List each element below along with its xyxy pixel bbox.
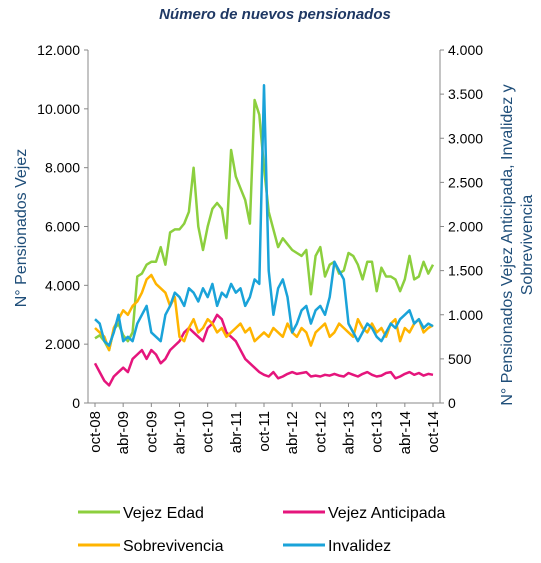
y2-tick-label: 3.000 (448, 130, 483, 146)
legend-label: Sobrevivencia (123, 538, 224, 555)
y-tick-label: 6.000 (45, 219, 80, 235)
x-tick-label: abr-11 (228, 411, 245, 453)
y2-tick-label: 1.000 (448, 307, 483, 323)
x-tick-label: oct-13 (369, 411, 386, 453)
y2-tick-label: 4.000 (448, 42, 483, 58)
x-tick-label: abr-13 (341, 411, 358, 454)
y-tick-label: 8.000 (45, 160, 80, 176)
series-line (94, 84, 434, 347)
series-line (93, 313, 434, 387)
chart-title: Número de nuevos pensionados (159, 6, 391, 23)
x-tick-label: oct-14 (425, 411, 442, 453)
series-line (94, 273, 434, 352)
y2-tick-label: 3.500 (448, 86, 483, 102)
y2-axis-label: Sobrevivencia (519, 195, 536, 296)
x-tick-label: abr-10 (172, 411, 189, 454)
y2-axis-label: N° Pensionados Vejez Anticipada, Invalid… (499, 84, 516, 405)
y-axis-label: N° Pensionados Vejez (13, 149, 30, 308)
y-tick-label: 0 (72, 395, 80, 411)
y2-tick-label: 2.500 (448, 174, 483, 190)
y2-tick-label: 1.500 (448, 263, 483, 279)
x-tick-label: abr-12 (284, 411, 301, 454)
x-tick-label: oct-10 (200, 411, 217, 453)
x-tick-label: oct-11 (256, 411, 273, 452)
y2-tick-label: 0 (448, 395, 456, 411)
series-line (94, 98, 435, 352)
legend-label: Invalidez (328, 538, 391, 555)
legend-label: Vejez Edad (123, 505, 204, 522)
x-tick-label: abr-14 (397, 411, 414, 454)
y-tick-label: 2.000 (45, 336, 80, 352)
y-tick-label: 12.000 (37, 42, 80, 58)
x-tick-label: abr-09 (115, 411, 132, 454)
x-tick-label: oct-08 (87, 411, 104, 453)
y-tick-label: 4.000 (45, 277, 80, 293)
y-tick-label: 10.000 (37, 101, 80, 117)
y2-tick-label: 2.000 (448, 219, 483, 235)
x-tick-label: oct-09 (143, 411, 160, 453)
y2-tick-label: 500 (448, 351, 472, 367)
x-tick-label: oct-12 (312, 411, 329, 453)
legend-label: Vejez Anticipada (328, 505, 446, 522)
